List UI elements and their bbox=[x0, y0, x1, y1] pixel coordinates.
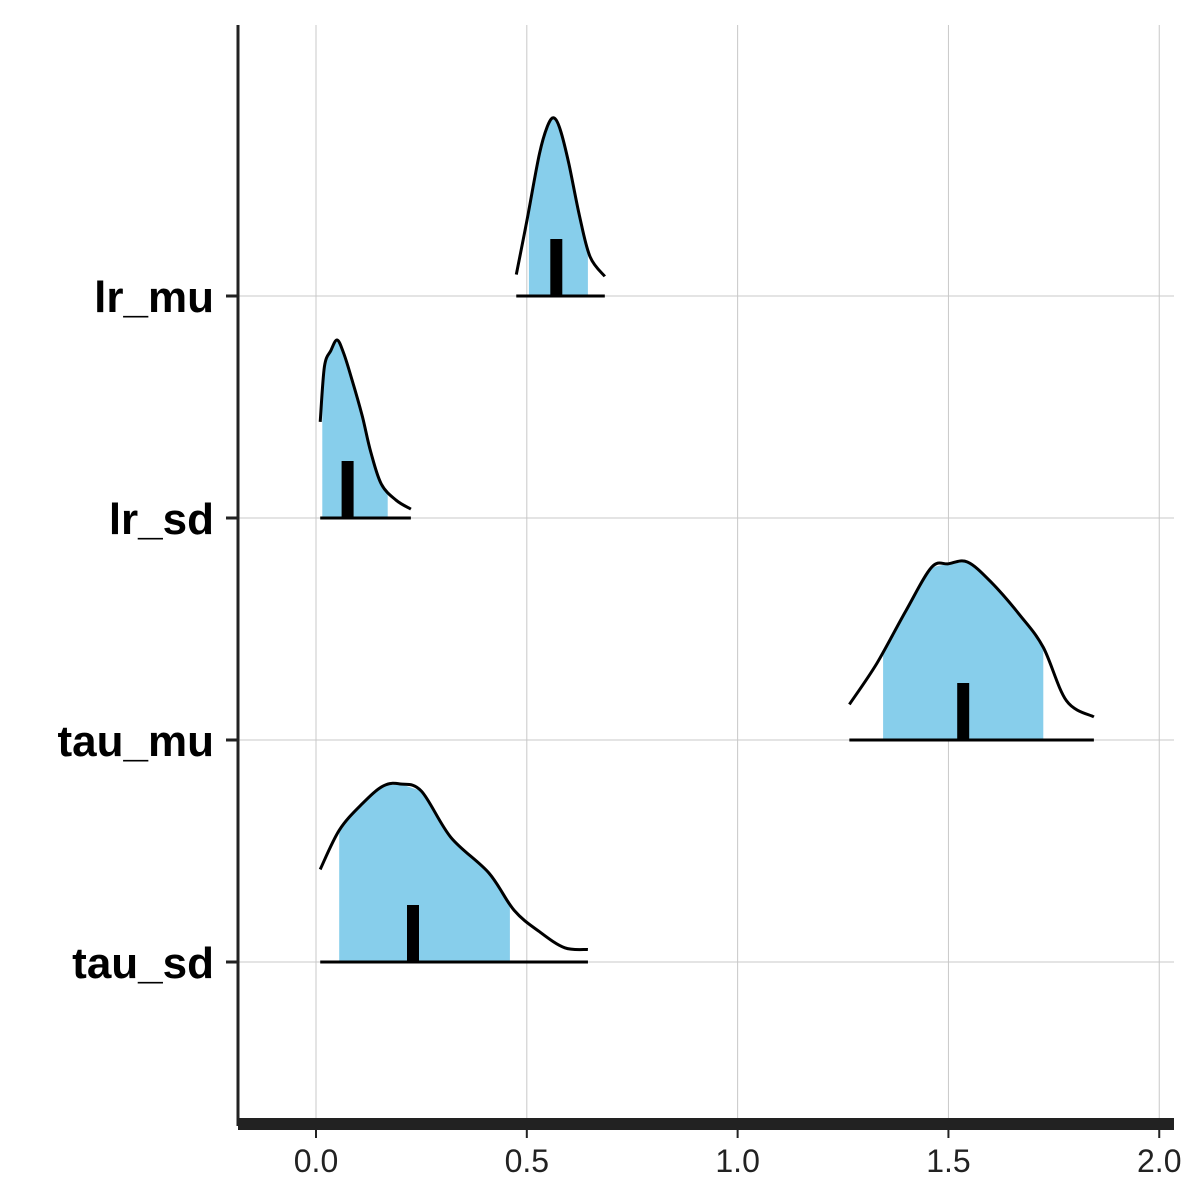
median-bar bbox=[407, 905, 419, 962]
axes: lr_mu lr_sd tau_mu tau_sd 0.0 0.5 1.0 1.5 2.0 bbox=[58, 25, 1181, 1179]
median-bar bbox=[341, 461, 354, 518]
interval-area bbox=[883, 562, 1044, 740]
y-tick-label: tau_mu bbox=[58, 717, 214, 766]
ridge-lr-mu bbox=[514, 116, 606, 298]
density-curve bbox=[848, 559, 1095, 719]
ridge-tau-mu bbox=[848, 559, 1095, 742]
interval-area bbox=[528, 118, 588, 296]
x-tick-label: 1.0 bbox=[715, 1143, 759, 1179]
densities bbox=[318, 116, 1095, 964]
y-tick-label: lr_mu bbox=[94, 273, 214, 322]
y-tick-label: lr_sd bbox=[109, 495, 214, 544]
interval-area bbox=[339, 784, 510, 962]
x-tick-label: 0.5 bbox=[505, 1143, 549, 1179]
interval-area bbox=[322, 340, 388, 518]
y-tick-label: tau_sd bbox=[72, 939, 214, 988]
density-curve bbox=[318, 781, 589, 952]
density-curve bbox=[514, 116, 606, 278]
x-tick-label: 0.0 bbox=[294, 1143, 338, 1179]
x-tick-label: 2.0 bbox=[1137, 1143, 1181, 1179]
median-bar bbox=[550, 239, 563, 296]
ridge-tau-sd bbox=[318, 781, 589, 964]
x-axis-line bbox=[238, 1118, 1174, 1130]
density-curve bbox=[318, 338, 412, 511]
x-tick-label: 1.5 bbox=[926, 1143, 970, 1179]
ridge-lr-sd bbox=[318, 338, 412, 520]
median-bar bbox=[957, 683, 970, 740]
